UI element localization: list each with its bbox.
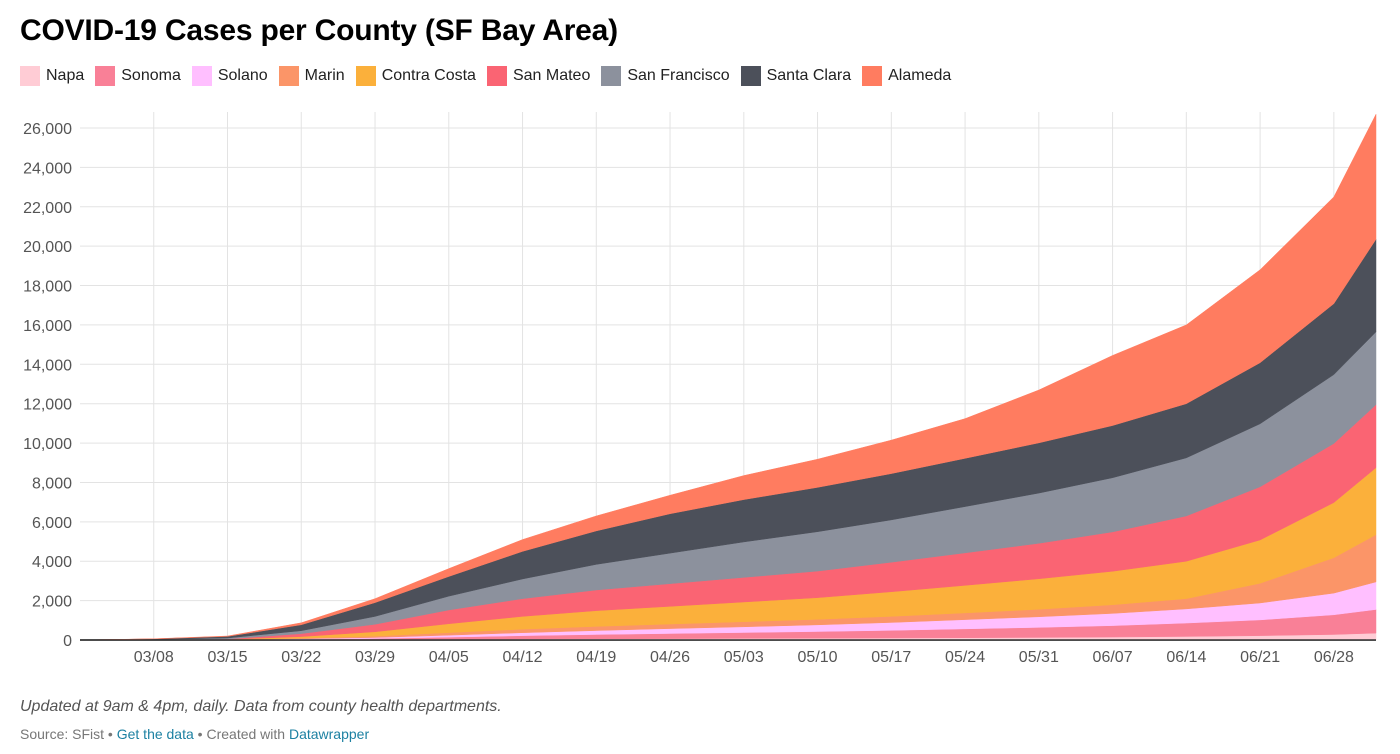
x-tick-label: 05/24	[945, 649, 985, 666]
legend-label: Solano	[217, 67, 268, 84]
y-tick-label: 0	[63, 633, 72, 650]
y-tick-label: 24,000	[23, 160, 72, 177]
x-tick-label: 06/28	[1314, 649, 1354, 666]
x-tick-label: 05/31	[1019, 649, 1059, 666]
y-tick-label: 2,000	[32, 594, 72, 611]
x-tick-label: 05/10	[798, 649, 838, 666]
legend-item: Solano	[191, 66, 268, 86]
y-tick-label: 20,000	[23, 239, 72, 256]
source-text: Source: SFist	[20, 726, 105, 742]
x-tick-label: 04/26	[650, 649, 690, 666]
chart-legend: Napa Sonoma Solano Marin Contra Costa San Mat…	[20, 66, 962, 86]
y-tick-label: 22,000	[23, 200, 72, 217]
footer-separator: •	[107, 726, 113, 742]
legend-label: Contra Costa	[381, 67, 476, 84]
chart-notes: Updated at 9am & 4pm, daily. Data from c…	[20, 698, 502, 715]
x-tick-label: 03/08	[134, 649, 174, 666]
y-tick-label: 26,000	[23, 121, 72, 138]
legend-swatch	[862, 66, 883, 86]
x-tick-label: 06/21	[1240, 649, 1280, 666]
legend-swatch	[601, 66, 622, 86]
axis-layer: 0 2,000 4,000 6,000 8,000 10,000 12,000 14,000 1…	[23, 121, 1376, 666]
legend-item: Napa	[20, 66, 84, 86]
y-tick-label: 8,000	[32, 475, 72, 492]
legend-label: Santa Clara	[766, 67, 852, 84]
x-tick-label: 03/22	[281, 649, 321, 666]
legend-swatch	[278, 66, 299, 86]
y-tick-label: 4,000	[32, 554, 72, 571]
legend-label: Napa	[46, 67, 85, 84]
footer-separator: •	[197, 726, 203, 742]
chart-title: COVID-19 Cases per County (SF Bay Area)	[20, 14, 618, 47]
chart-footer: Source: SFist • Get the data • Created w…	[20, 726, 369, 742]
stacked-area-chart: 0 2,000 4,000 6,000 8,000 10,000 12,000 14,000 1…	[23, 112, 1377, 666]
get-data-link[interactable]: Get the data	[116, 726, 194, 742]
legend-item: Santa Clara	[740, 66, 852, 86]
legend-item: Contra Costa	[355, 66, 476, 86]
x-tick-label: 03/29	[355, 649, 395, 666]
legend-label: Sonoma	[121, 67, 181, 84]
legend-swatch	[95, 66, 116, 86]
area-series-alameda[interactable]	[79, 114, 1377, 641]
legend-swatch	[191, 66, 212, 86]
x-tick-label: 04/12	[503, 649, 543, 666]
legend-swatch	[20, 66, 40, 86]
legend-item: Marin	[278, 66, 345, 86]
x-tick-label: 04/05	[429, 649, 469, 666]
legend-item: San Mateo	[486, 66, 591, 86]
x-tick-label: 06/07	[1093, 649, 1133, 666]
legend-item: Alameda	[862, 66, 951, 86]
created-with-text: Created with	[206, 726, 286, 742]
legend-label: San Mateo	[512, 67, 591, 84]
legend-swatch	[740, 66, 761, 86]
area-layer	[79, 114, 1377, 641]
x-tick-label: 06/14	[1166, 649, 1206, 666]
y-tick-label: 14,000	[23, 357, 72, 374]
legend-item: San Francisco	[601, 66, 730, 86]
y-tick-label: 12,000	[23, 397, 72, 414]
y-tick-label: 16,000	[23, 318, 72, 335]
datawrapper-link[interactable]: Datawrapper	[288, 726, 370, 742]
y-tick-label: 18,000	[23, 279, 72, 296]
y-tick-label: 10,000	[23, 436, 72, 453]
legend-label: Alameda	[888, 67, 952, 84]
x-tick-label: 05/03	[724, 649, 764, 666]
legend-label: Marin	[304, 67, 345, 84]
legend-item: Sonoma	[95, 66, 181, 86]
legend-swatch	[355, 66, 376, 86]
x-tick-label: 05/17	[871, 649, 911, 666]
legend-swatch	[486, 66, 507, 86]
legend-label: San Francisco	[627, 67, 730, 84]
x-tick-label: 04/19	[576, 649, 616, 666]
y-tick-label: 6,000	[32, 515, 72, 532]
x-tick-label: 03/15	[207, 649, 247, 666]
